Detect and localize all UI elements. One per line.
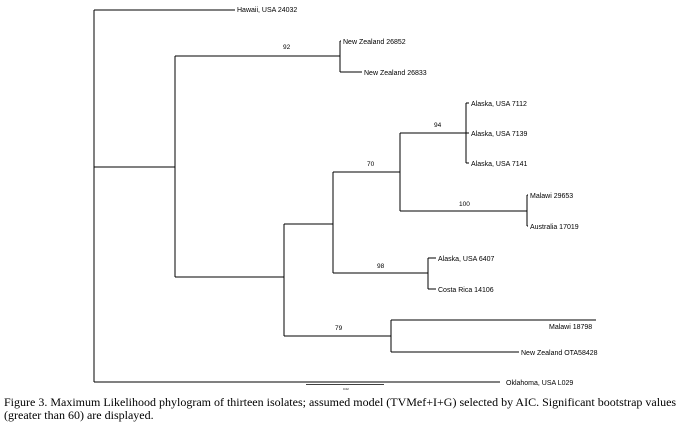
- leaf-label-new-zealand-ota58428: New Zealand OTA58428: [521, 350, 598, 357]
- scale-bar-label: 0.02: [343, 387, 349, 391]
- leaf-label-costa-rica-14106: Costa Rica 14106: [438, 287, 494, 294]
- leaf-label-malawi-18798: Malawi 18798: [549, 324, 592, 331]
- leaf-label-hawaii-24032: Hawaii, USA 24032: [237, 7, 297, 14]
- leaf-label-new-zealand-26852: New Zealand 26852: [343, 39, 406, 46]
- bootstrap-value-alaska-clade: 94: [434, 122, 442, 129]
- bootstrap-value-upper-clade: 70: [367, 161, 375, 168]
- bootstrap-value-malawi-australia: 100: [459, 201, 470, 208]
- leaf-label-australia-17019: Australia 17019: [530, 224, 579, 231]
- leaf-label-malawi-29653: Malawi 29653: [530, 193, 573, 200]
- bootstrap-value-malawi-nz-ota: 79: [335, 325, 343, 332]
- leaf-label-alaska-7112: Alaska, USA 7112: [471, 101, 527, 108]
- leaf-label-alaska-7141: Alaska, USA 7141: [471, 161, 528, 168]
- bootstrap-value-alaska-costa-rica: 98: [377, 263, 385, 270]
- figure-caption: Figure 3. Maximum Likelihood phylogram o…: [4, 395, 677, 422]
- leaf-label-alaska-6407: Alaska, USA 6407: [438, 256, 495, 263]
- leaf-label-new-zealand-26833: New Zealand 26833: [364, 70, 427, 77]
- leaf-label-oklahoma-l029: Oklahoma, USA L029: [506, 380, 573, 387]
- leaf-label-alaska-7139: Alaska, USA 7139: [471, 131, 528, 138]
- bootstrap-value-nz-clade: 92: [283, 44, 291, 51]
- tree-branches: [93, 9, 596, 383]
